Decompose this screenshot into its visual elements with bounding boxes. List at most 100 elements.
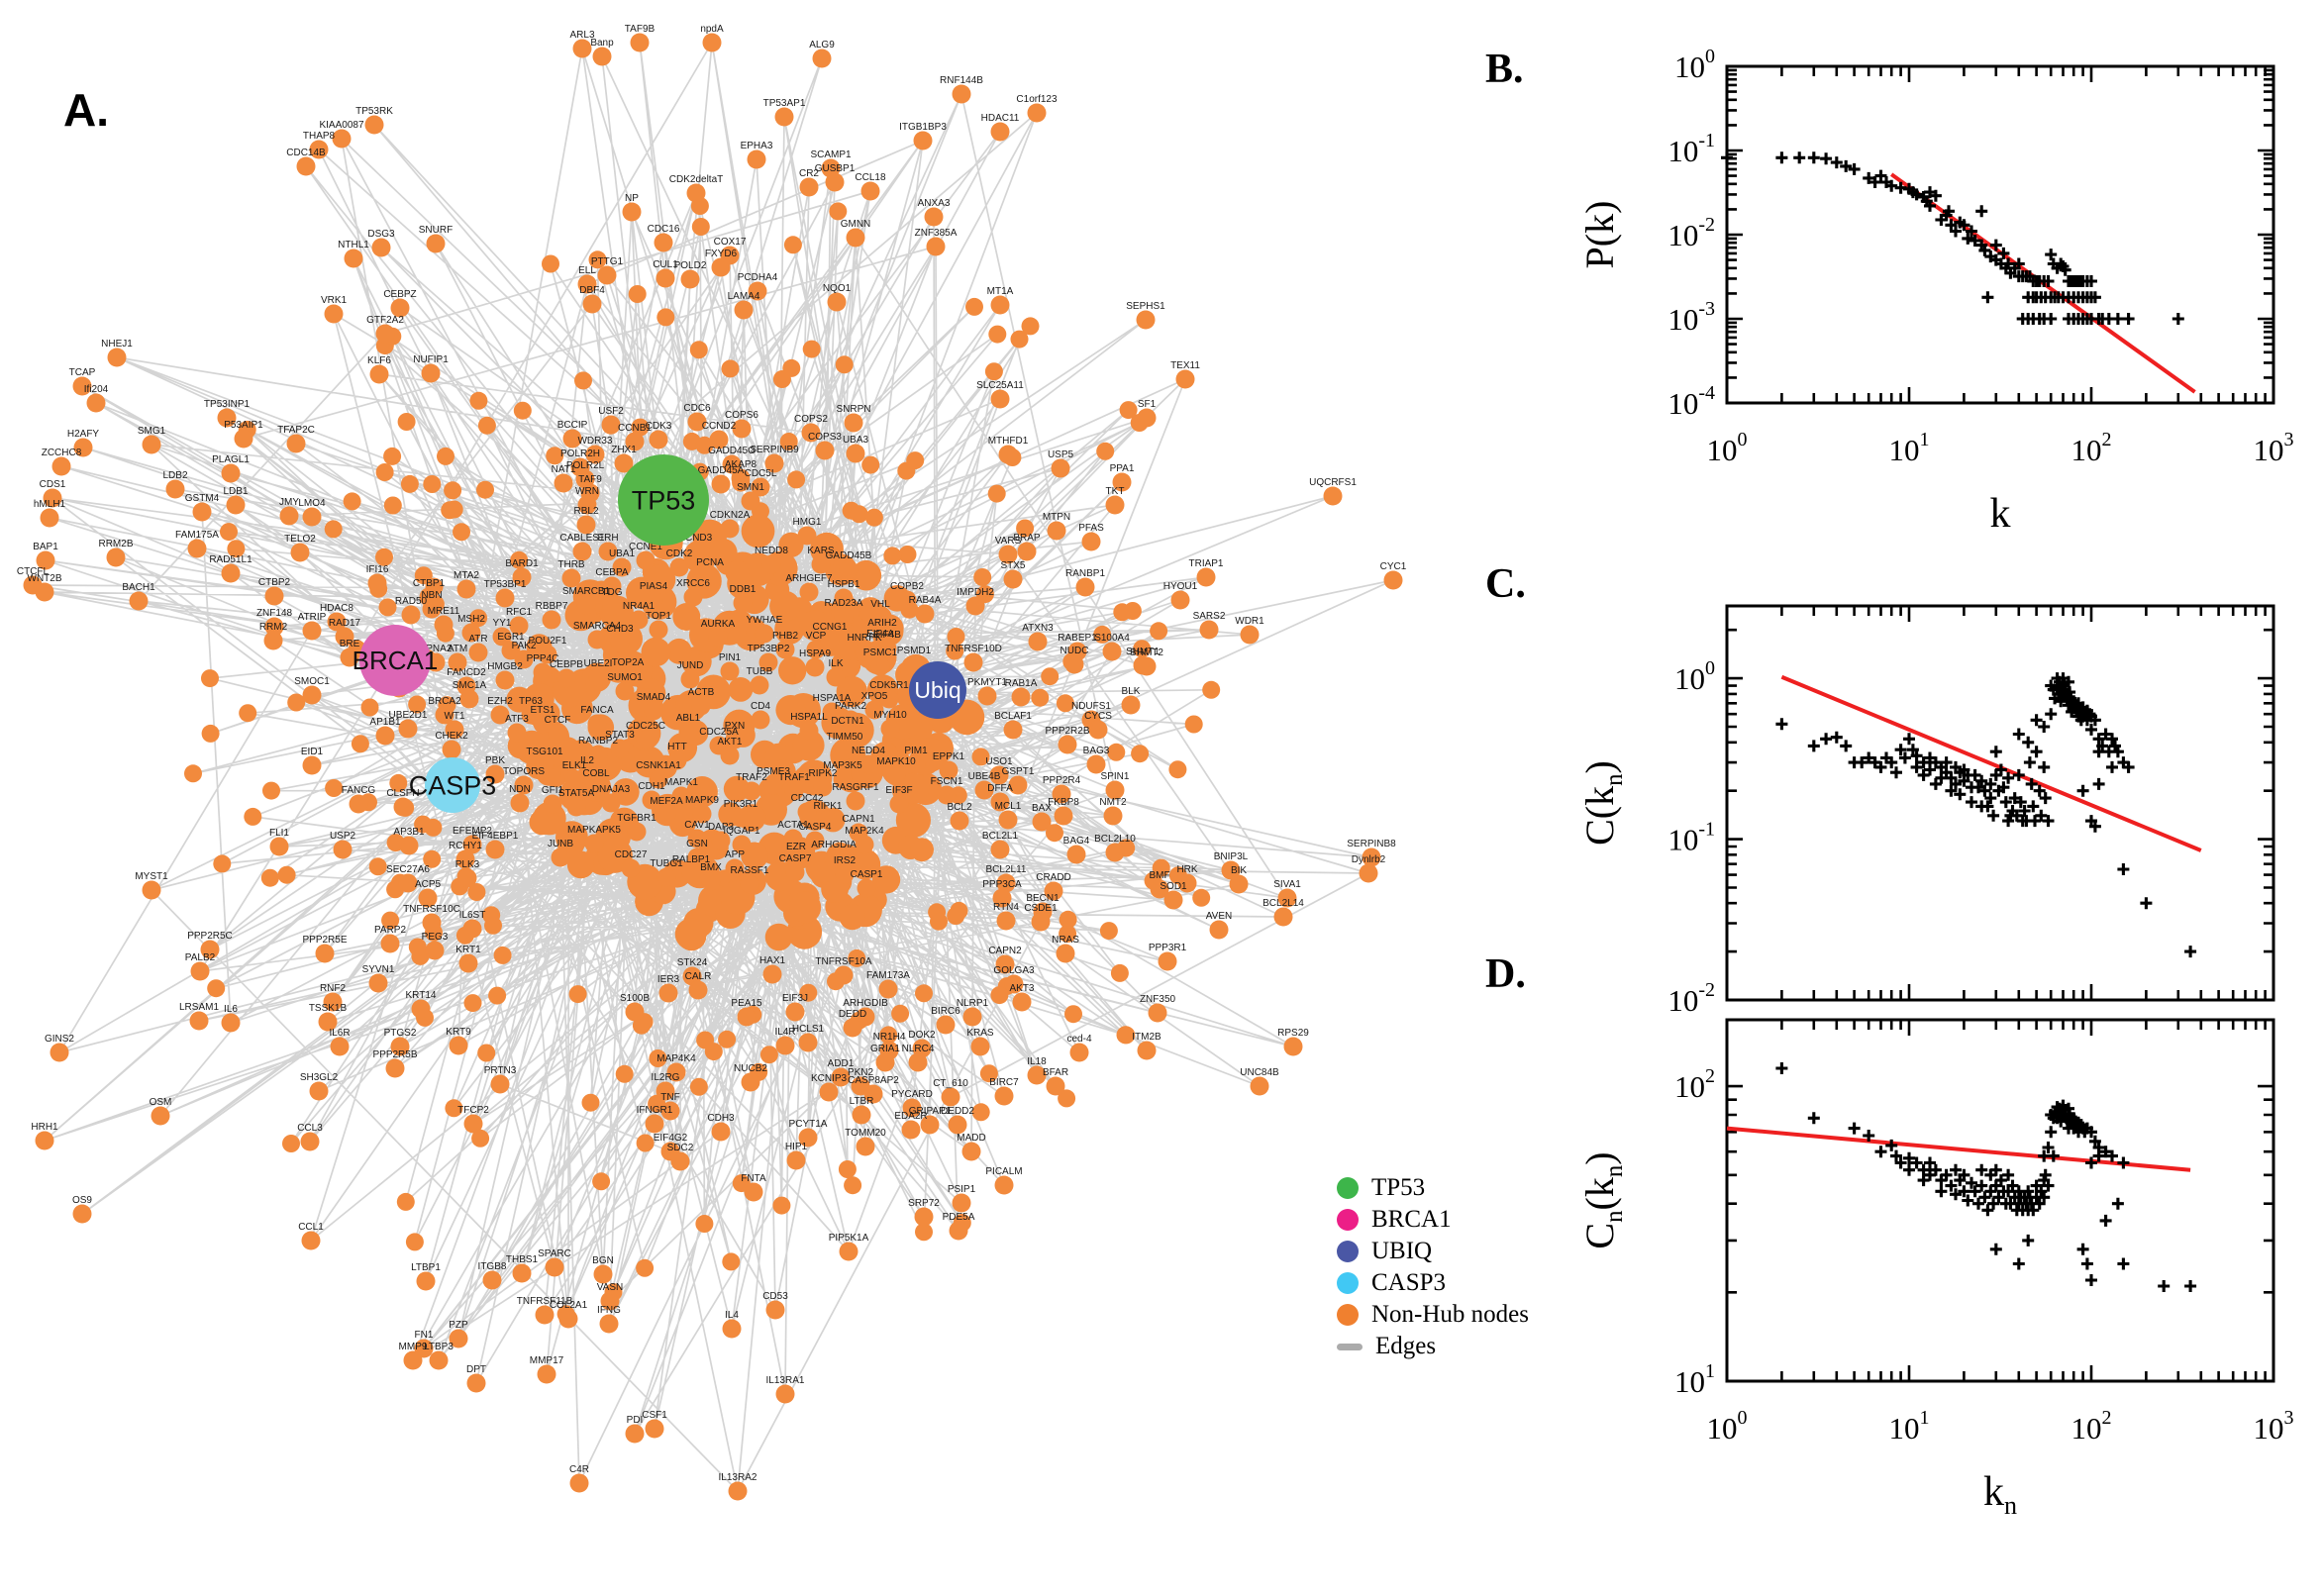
node-label: BCCIP	[557, 420, 588, 431]
network-node	[367, 573, 387, 593]
network-node	[1168, 760, 1187, 779]
network-node	[213, 854, 232, 873]
network-node	[1075, 577, 1095, 597]
network-node	[751, 710, 770, 730]
tick-label: 10-1	[1667, 819, 1715, 857]
network-node	[998, 810, 1018, 830]
network-node	[200, 940, 220, 959]
network-node	[858, 754, 878, 774]
node-label: BAG4	[1063, 836, 1090, 847]
network-node	[965, 297, 983, 316]
network-node	[926, 237, 946, 256]
network-node	[569, 1473, 589, 1493]
node-label: YWHAE	[747, 615, 783, 626]
network-node	[1177, 873, 1197, 893]
network-node	[950, 811, 969, 831]
network-node	[422, 599, 442, 619]
network-node	[1027, 1065, 1047, 1085]
node-label: UBA3	[843, 435, 869, 446]
network-node	[1150, 879, 1169, 899]
legend-label: BRCA1	[1371, 1206, 1452, 1233]
network-node	[393, 797, 413, 817]
network-node	[979, 1064, 998, 1083]
network-node	[1021, 317, 1040, 336]
scatter-points	[1775, 1062, 2197, 1292]
network-legend: TP53 BRCA1 UBIQ CASP3 Non-Hub nodes Edges	[1337, 1172, 1529, 1362]
node-label: ARHGEF7	[785, 573, 833, 584]
network-node	[429, 1350, 449, 1370]
node-label: RTN4	[993, 902, 1019, 913]
network-node	[425, 941, 445, 960]
network-node	[973, 568, 992, 586]
network-node	[1016, 519, 1035, 538]
network-node	[423, 475, 442, 493]
node-label: NRAS	[1052, 935, 1079, 946]
network-node	[1209, 920, 1229, 940]
network-node	[722, 1252, 741, 1271]
network-node	[990, 840, 1010, 859]
network-node	[622, 202, 642, 222]
network-node	[1058, 1089, 1076, 1108]
node-label: CD4	[751, 701, 770, 712]
legend-item: BRCA1	[1337, 1204, 1529, 1236]
network-node	[961, 1142, 981, 1161]
node-label: HDAC11	[981, 113, 1020, 124]
network-node	[462, 835, 482, 854]
network-node	[737, 1007, 757, 1027]
network-node	[582, 294, 602, 314]
node-label: UBE4B	[968, 771, 1001, 782]
network-node	[802, 340, 821, 358]
network-node	[244, 807, 262, 826]
node-label: FANCA	[580, 705, 614, 716]
network-node	[588, 250, 607, 269]
network-node	[482, 1270, 502, 1290]
network-node	[1250, 1076, 1269, 1096]
network-node	[998, 445, 1018, 464]
network-node	[846, 444, 865, 463]
node-label: USP5	[1048, 449, 1074, 460]
node-label: CDK2deltaT	[669, 174, 723, 185]
node-label: PPP2R5B	[372, 1049, 417, 1060]
node-label: EID1	[301, 747, 324, 757]
node-label: GRIA1	[870, 1044, 900, 1054]
network-node	[628, 285, 647, 303]
network-node	[600, 1291, 620, 1311]
network-node	[507, 723, 527, 743]
network-node	[965, 596, 985, 616]
node-label: IL2RG	[652, 1072, 680, 1083]
network-node	[1192, 888, 1211, 907]
legend-label: CASP3	[1371, 1269, 1447, 1296]
network-node	[1003, 720, 1023, 740]
network-node	[989, 765, 1009, 785]
legend-label: Edges	[1375, 1333, 1437, 1359]
network-node	[35, 582, 54, 602]
network-node	[851, 559, 882, 591]
network-node	[774, 614, 805, 645]
node-label: PKMYT1	[967, 677, 1007, 688]
network-node	[769, 590, 801, 622]
node-label: EGR1	[497, 632, 525, 643]
network-node	[577, 495, 597, 515]
network-node	[666, 1062, 686, 1082]
tick-label: 102	[2071, 1407, 2112, 1446]
network-node	[878, 979, 898, 999]
network-node	[587, 630, 607, 649]
network-node	[877, 639, 897, 658]
node-label: ATXN3	[1022, 623, 1054, 634]
network-node	[564, 769, 584, 789]
network-node	[368, 857, 387, 876]
network-node	[915, 984, 933, 1003]
node-label: PCYT1A	[789, 1119, 828, 1130]
network-node	[755, 624, 774, 644]
node-label: BAP1	[33, 542, 58, 552]
node-label: GUSBP1	[815, 163, 856, 174]
network-node	[1277, 888, 1297, 908]
network-node	[510, 550, 529, 569]
node-label: MAP3K5	[823, 760, 862, 771]
network-node	[1105, 843, 1125, 862]
network-node	[1117, 1026, 1136, 1045]
node-label: CEBPB	[550, 659, 583, 670]
network-node	[910, 838, 934, 862]
network-node	[1052, 784, 1071, 804]
